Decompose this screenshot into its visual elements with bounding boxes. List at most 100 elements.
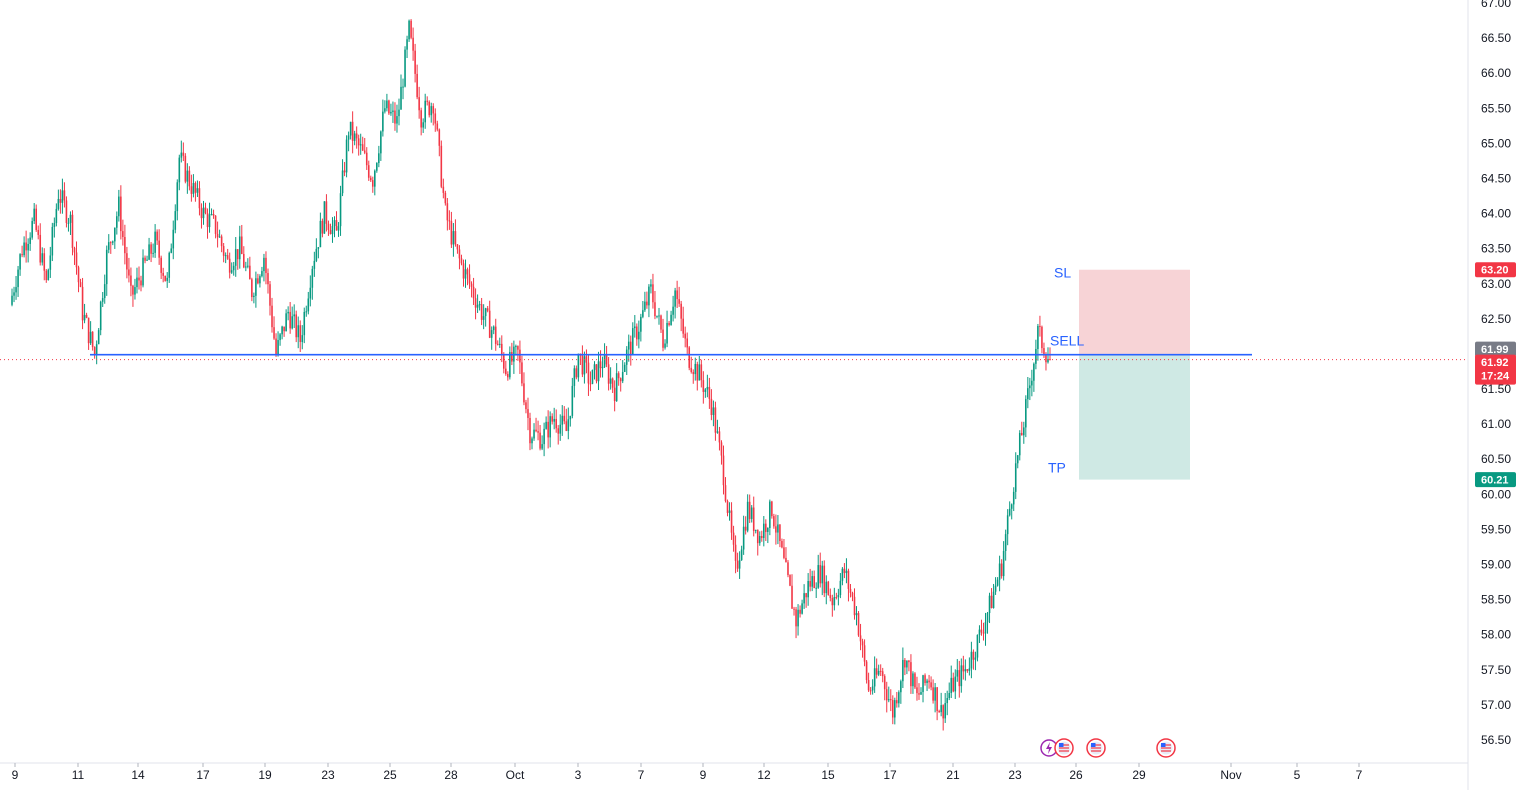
candle-body — [23, 242, 25, 256]
candle-body — [61, 190, 64, 203]
candle-body — [398, 109, 400, 117]
candle-body — [353, 133, 356, 141]
candle-body — [325, 201, 328, 224]
time-axis[interactable]: 9 11 14 17 19 23 25 28 Oct 3 7 9 12 15 17 21 23 26 29 Nov 5 7 — [12, 763, 1363, 782]
candle-body — [472, 286, 475, 299]
candle-body — [418, 97, 420, 111]
time-tick-label: 11 — [72, 768, 85, 782]
candle-body — [89, 331, 92, 344]
candle-body — [722, 455, 725, 486]
candle-body — [259, 276, 261, 284]
candle-body — [279, 334, 281, 341]
price-tick-label: 61.50 — [1481, 382, 1511, 396]
candle-body — [916, 687, 918, 694]
candle-body — [1002, 550, 1005, 577]
candle-body — [85, 314, 88, 318]
candle-body — [642, 310, 644, 317]
candle-body — [234, 249, 237, 266]
event-markers[interactable] — [1040, 738, 1176, 758]
candle-body — [760, 536, 763, 539]
candle-body — [15, 287, 17, 293]
candle-body — [740, 549, 743, 561]
price-tag-value: 63.20 — [1481, 265, 1509, 277]
candle-body — [843, 568, 846, 574]
candle-body — [442, 186, 445, 193]
candle-body — [194, 183, 197, 193]
candle-body — [172, 229, 175, 249]
candle-body — [1049, 359, 1051, 361]
candle-body — [950, 677, 953, 694]
candle-body — [583, 356, 586, 375]
candle-body — [351, 121, 354, 141]
candle-body — [738, 560, 741, 569]
candle-body — [801, 603, 803, 614]
candle-body — [349, 121, 352, 136]
candle-body — [984, 622, 987, 634]
candle-body — [327, 223, 330, 230]
candle-body — [337, 226, 340, 231]
candle-body — [613, 387, 616, 402]
tp-label: TP — [1048, 460, 1066, 476]
candle-body — [1045, 355, 1047, 363]
candle-body — [889, 699, 892, 701]
candle-body — [396, 116, 398, 124]
candle-body — [291, 316, 293, 329]
candle-body — [597, 361, 600, 382]
candle-body — [494, 326, 497, 344]
candle-body — [305, 311, 308, 313]
candle-body — [307, 298, 310, 312]
candle-body — [734, 544, 737, 561]
flag-canton — [1091, 743, 1096, 747]
candle-body — [71, 214, 74, 248]
candle-body — [704, 389, 707, 392]
candle-body — [355, 133, 358, 139]
candle-body — [623, 364, 626, 372]
candle-body — [313, 260, 316, 269]
stop-loss-zone[interactable] — [1079, 269, 1190, 355]
candle-body — [394, 110, 396, 124]
candle-body — [885, 689, 888, 701]
candle-body — [539, 432, 541, 449]
candle-body — [615, 373, 618, 402]
candle-body — [517, 346, 519, 350]
candle-body — [996, 579, 999, 586]
candle-body — [629, 341, 632, 355]
candle-body — [31, 221, 33, 238]
candle-body — [230, 270, 233, 273]
candle-body — [621, 371, 624, 382]
candle-body — [611, 378, 614, 388]
candle-body — [603, 355, 606, 367]
candle-body — [545, 421, 547, 429]
position-zones[interactable] — [1079, 269, 1190, 480]
candle-body — [450, 221, 453, 245]
price-axis[interactable]: 67.00 66.50 66.00 65.50 65.00 64.50 64.00 63.50… — [1481, 0, 1511, 747]
candle-body — [1025, 399, 1027, 428]
candle-body — [1000, 563, 1003, 577]
candle-body — [390, 111, 392, 114]
candle-body — [922, 675, 924, 693]
candle-body — [204, 207, 207, 214]
candle-body — [962, 665, 965, 672]
candle-body — [710, 398, 713, 415]
sell-label: SELL — [1050, 333, 1084, 349]
candle-body — [335, 220, 338, 231]
candle-body — [891, 700, 894, 718]
candle-body — [525, 402, 527, 410]
take-profit-zone[interactable] — [1079, 354, 1190, 480]
candle-body — [684, 333, 686, 339]
candle-body — [432, 106, 435, 114]
candle-body — [724, 485, 727, 502]
candle-body — [867, 680, 870, 691]
candle-body — [65, 200, 68, 223]
candle-body — [672, 306, 674, 315]
candle-body — [287, 311, 289, 314]
candle-body — [19, 254, 21, 270]
candle-body — [136, 277, 138, 288]
candle-body — [228, 258, 231, 273]
candle-body — [1016, 455, 1019, 464]
candle-body — [702, 380, 705, 392]
candle-body — [295, 314, 298, 338]
candle-body — [821, 565, 824, 584]
candle-body — [942, 705, 944, 719]
